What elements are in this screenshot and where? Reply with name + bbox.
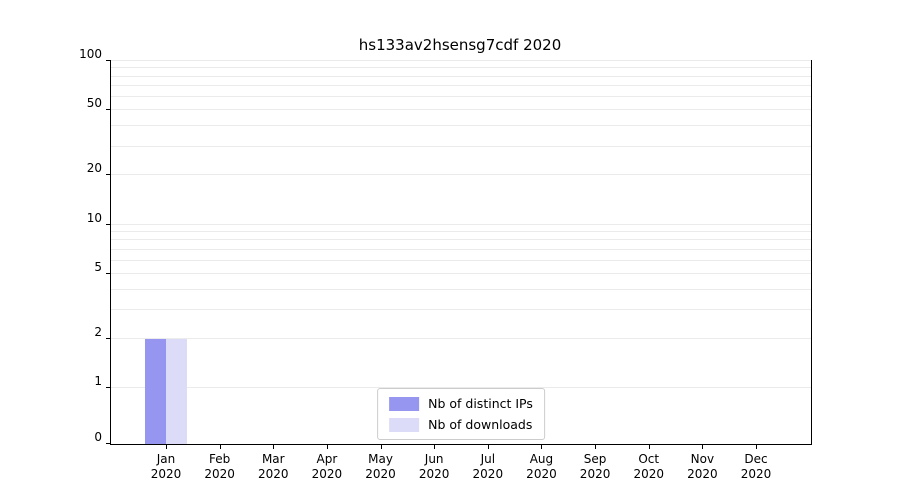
legend-item-distinct-ips: Nb of distinct IPs [389, 396, 533, 411]
gridline [111, 239, 811, 241]
x-tick-label: Oct 2020 [633, 452, 664, 482]
y-axis-tick [106, 272, 110, 274]
x-axis-tick [487, 445, 489, 449]
x-axis-tick [702, 445, 704, 449]
y-tick-label: 50 [86, 96, 102, 111]
x-tick-month: May [368, 452, 393, 466]
x-tick-month: Sep [583, 452, 607, 466]
x-axis-tick [595, 445, 597, 449]
gridline [111, 125, 811, 127]
x-tick-month: Dec [744, 452, 768, 466]
x-tick-label: Jan 2020 [151, 452, 182, 482]
y-tick-label: 100 [79, 47, 102, 61]
gridline [111, 309, 811, 310]
x-tick-month: Nov [690, 452, 715, 466]
chart-title: hs133av2hsensg7cdf 2020 [358, 36, 562, 54]
x-axis-tick [756, 445, 757, 449]
gridline [111, 223, 811, 225]
x-tick-month: Jan [156, 452, 176, 466]
x-tick-year: 2020 [311, 467, 343, 481]
x-tick-label: Dec 2020 [741, 452, 772, 482]
legend-swatch-downloads [389, 417, 420, 432]
legend-label-distinct-ips: Nb of distinct IPs [428, 396, 533, 411]
gridline [111, 67, 811, 69]
x-tick-label: Mar 2020 [258, 452, 289, 482]
gridline [111, 337, 811, 339]
y-axis-tick [106, 174, 110, 176]
x-tick-year: 2020 [687, 467, 718, 481]
gridline [111, 96, 811, 98]
gridline [111, 75, 811, 77]
y-axis-tick [106, 223, 110, 225]
gridline [111, 259, 811, 261]
gridline [111, 230, 811, 232]
y-tick-label: 5 [94, 259, 102, 274]
gridline [111, 248, 811, 250]
gridline [111, 272, 811, 274]
gridline [111, 174, 811, 176]
y-tick-label: 20 [86, 161, 102, 176]
x-tick-month: Aug [529, 452, 554, 466]
x-tick-year: 2020 [150, 467, 182, 481]
x-tick-year: 2020 [579, 467, 611, 481]
x-tick-label: Nov 2020 [687, 452, 718, 482]
y-axis-tick [106, 387, 110, 388]
y-axis-tick [106, 443, 110, 444]
gridline [111, 387, 811, 388]
x-tick-year: 2020 [526, 467, 557, 481]
y-tick-label: 1 [94, 374, 102, 388]
x-tick-year: 2020 [204, 467, 235, 481]
y-tick-label: 10 [86, 210, 102, 225]
gridline [111, 288, 811, 290]
y-axis-tick [106, 60, 110, 61]
x-axis-tick [380, 445, 382, 449]
x-tick-month: Apr [316, 452, 338, 466]
x-tick-label: Jul 2020 [473, 452, 504, 482]
legend-swatch-distinct-ips [389, 396, 420, 411]
y-axis-tick [106, 337, 110, 339]
x-tick-label: May 2020 [365, 452, 396, 482]
x-tick-label: Feb 2020 [204, 452, 235, 482]
plot-area: Nb of distinct IPs Nb of downloads 0 1 2 5 1… [79, 47, 812, 481]
x-tick-month: Jul [480, 452, 496, 466]
x-tick-label: Sep 2020 [580, 452, 611, 482]
x-tick-year: 2020 [257, 467, 289, 481]
y-tick-label: 2 [94, 324, 102, 339]
y-tick-label: 0 [94, 430, 102, 444]
x-tick-year: 2020 [472, 467, 504, 481]
x-tick-year: 2020 [365, 467, 396, 481]
x-tick-year: 2020 [418, 467, 450, 481]
x-axis-tick [541, 445, 543, 449]
x-axis-tick [648, 445, 650, 449]
x-axis-tick [326, 445, 328, 449]
x-tick-month: Oct [638, 452, 660, 466]
x-tick-month: Feb [208, 452, 231, 466]
x-tick-month: Mar [261, 452, 285, 466]
x-tick-year: 2020 [633, 467, 664, 481]
y-axis-tick [106, 109, 110, 111]
x-axis-tick [166, 445, 167, 449]
x-tick-label: Jun 2020 [419, 452, 450, 482]
x-tick-year: 2020 [740, 467, 772, 481]
chart-legend: Nb of distinct IPs Nb of downloads [377, 388, 545, 440]
legend-item-downloads: Nb of downloads [389, 417, 533, 432]
x-tick-label: Apr 2020 [312, 452, 343, 482]
bar-nb-of-downloads-jan [166, 338, 187, 444]
legend-label-downloads: Nb of downloads [428, 417, 533, 432]
x-axis-tick [434, 445, 436, 449]
gridline [111, 145, 811, 147]
x-tick-month: Jun [424, 452, 444, 466]
bar-nb-of-distinct-ips-jan [145, 338, 166, 444]
x-axis-tick [273, 445, 275, 449]
gridline [111, 60, 811, 61]
gridline [111, 109, 811, 111]
x-axis-tick [219, 445, 221, 449]
gridline [111, 85, 811, 87]
x-tick-label: Aug 2020 [526, 452, 557, 482]
